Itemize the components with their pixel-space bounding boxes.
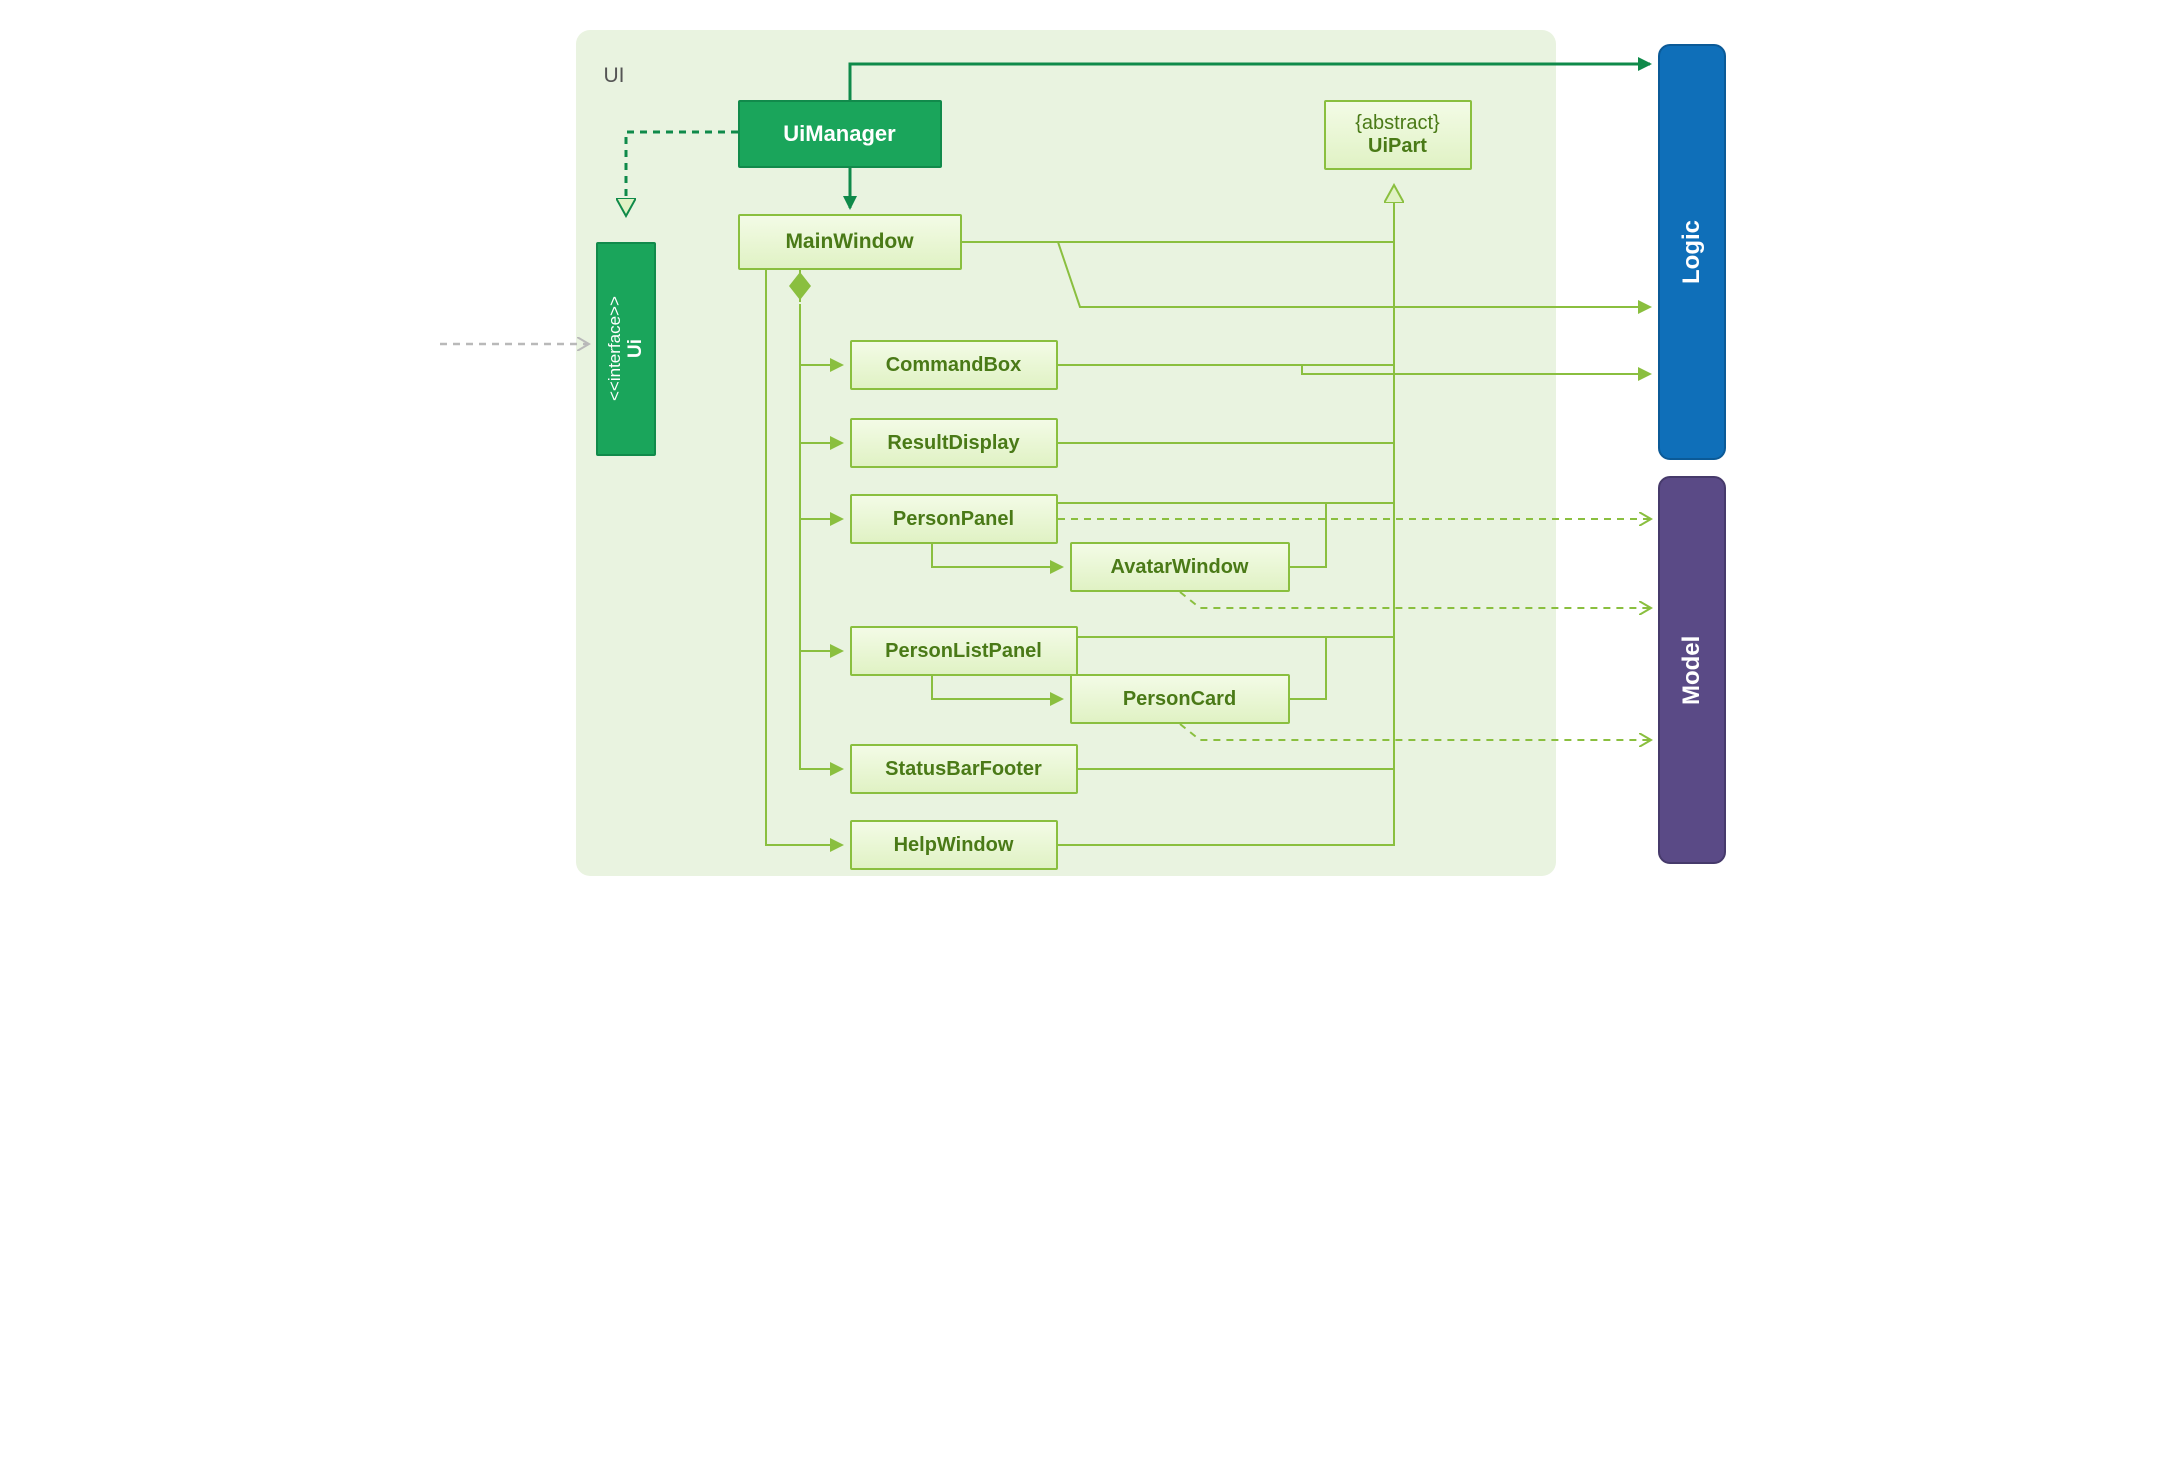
node-plist_panel-label: PersonListPanel (885, 640, 1042, 663)
node-person_card-label: PersonCard (1123, 688, 1236, 711)
node-person-panel: PersonPanel (850, 494, 1058, 544)
node-model: Model (1658, 476, 1726, 864)
node-result-disp: ResultDisplay (850, 418, 1058, 468)
node-model-label: Model (1678, 635, 1706, 704)
node-avatar_win-label: AvatarWindow (1111, 556, 1249, 579)
node-ui_manager-label: UiManager (783, 121, 895, 147)
node-main_window-label: MainWindow (785, 230, 913, 254)
node-uipart-line1: {abstract} (1355, 112, 1440, 135)
node-command_box-label: CommandBox (886, 354, 1022, 377)
node-command-box: CommandBox (850, 340, 1058, 390)
node-uipart: {abstract}UiPart (1324, 100, 1472, 170)
node-result_disp-label: ResultDisplay (887, 432, 1019, 455)
node-help-win: HelpWindow (850, 820, 1058, 870)
node-ui_interface-line2: Ui (625, 340, 647, 359)
node-ui-manager: UiManager (738, 100, 942, 168)
node-status_bar-label: StatusBarFooter (885, 758, 1042, 781)
node-main-window: MainWindow (738, 214, 962, 270)
node-ui-interface: <<interface>>Ui (596, 242, 656, 456)
node-help_win-label: HelpWindow (894, 834, 1014, 857)
node-avatar-win: AvatarWindow (1070, 542, 1290, 592)
node-ui_interface-line1: <<interface>> (605, 297, 625, 402)
node-person-card: PersonCard (1070, 674, 1290, 724)
ui-container-label: UI (604, 64, 625, 88)
node-plist-panel: PersonListPanel (850, 626, 1078, 676)
node-person_panel-label: PersonPanel (893, 508, 1014, 531)
node-uipart-line2: UiPart (1368, 135, 1427, 158)
node-status-bar: StatusBarFooter (850, 744, 1078, 794)
node-logic-label: Logic (1678, 220, 1706, 284)
node-logic: Logic (1658, 44, 1726, 460)
diagram-canvas: UI <<interface>>Ui UiManager MainWindow {abs… (440, 20, 1730, 900)
